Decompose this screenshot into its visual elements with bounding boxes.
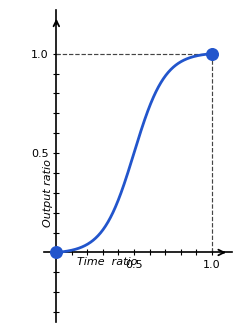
Text: Output ratio: Output ratio	[43, 159, 53, 227]
Point	[54, 250, 58, 255]
Point	[210, 51, 214, 56]
Text: Time  ratio: Time ratio	[77, 257, 137, 268]
